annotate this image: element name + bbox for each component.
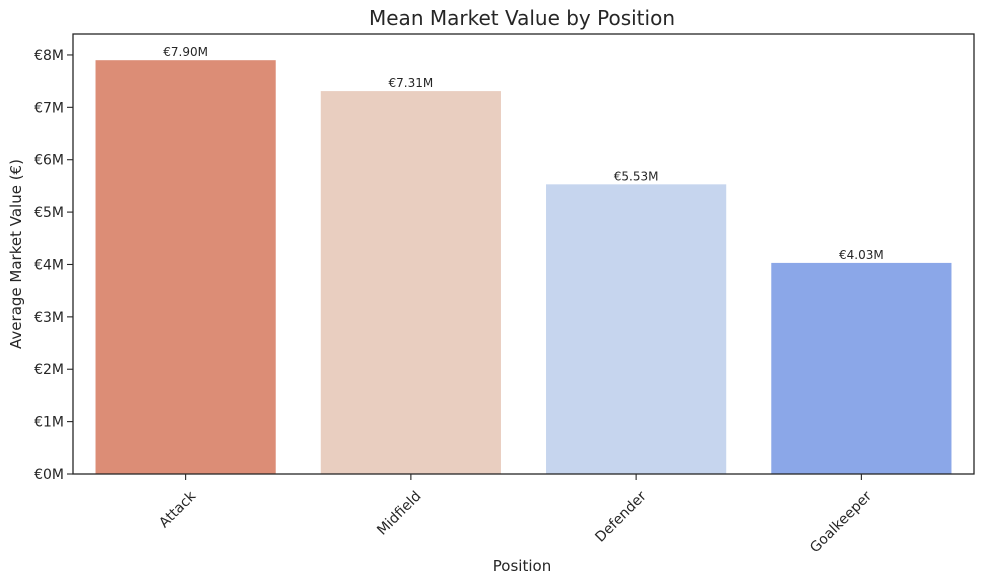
y-tick-label: €3M [34,310,64,326]
y-axis-label: Average Market Value (€) [7,159,25,349]
y-tick-label: €1M [34,415,64,431]
x-axis-label: Position [493,557,551,575]
x-tick-label-goalkeeper: Goalkeeper [807,488,875,556]
data-label-attack: €7.90M [163,45,208,59]
bar-defender [546,184,727,475]
x-tick-label-midfield: Midfield [374,488,424,538]
y-tick-label: €0M [34,467,64,483]
data-label-midfield: €7.31M [389,76,434,90]
x-tick-label-defender: Defender [592,488,649,545]
y-tick-label: €2M [34,362,64,378]
y-tick-label: €4M [34,257,64,273]
chart-title: Mean Market Value by Position [369,6,675,30]
bar-goalkeeper [771,262,952,474]
plot-frame [72,33,975,475]
y-tick-label: €8M [34,48,64,64]
data-label-defender: €5.53M [614,169,659,183]
bar-midfield [320,91,501,474]
y-tick-label: €5M [34,205,64,221]
y-tick-label: €6M [34,153,64,169]
bars-group: €7.90M €7.31M €5.53M €4.03M [95,45,952,475]
x-tick-label-attack: Attack [156,488,200,532]
y-axis-tick-labels: €0M €1M €2M €3M €4M €5M €6M €7M €8M [34,48,73,483]
data-label-goalkeeper: €4.03M [839,248,884,262]
bar-attack [95,60,276,474]
y-tick-label: €7M [34,100,64,116]
x-axis-tick-labels: Attack Midfield Defender Goalkeeper [156,474,875,556]
